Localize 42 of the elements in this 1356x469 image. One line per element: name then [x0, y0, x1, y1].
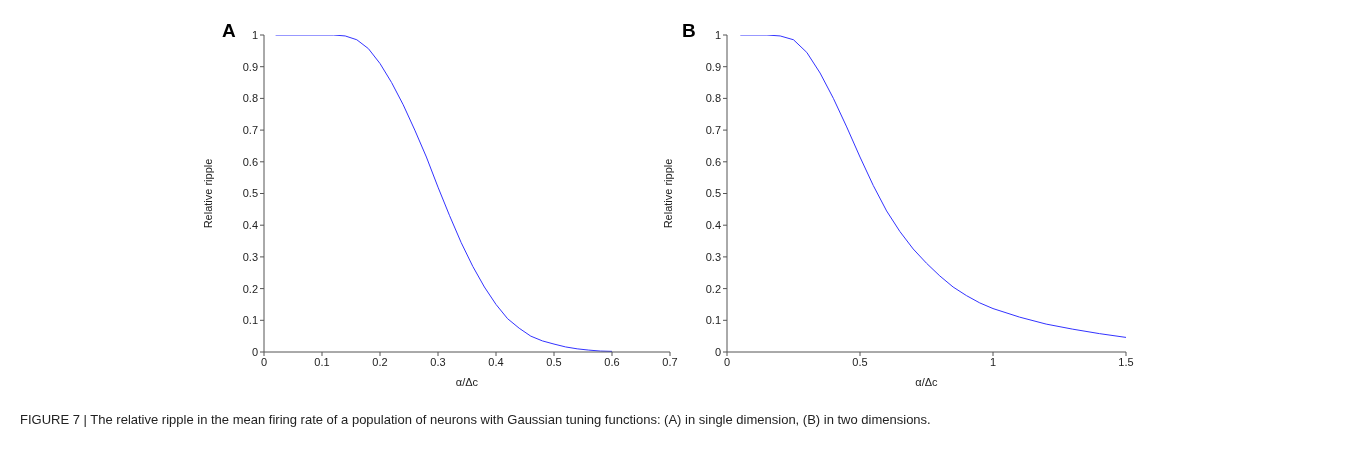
y-axis-title: Relative ripple	[201, 158, 214, 229]
line-series	[739, 35, 1126, 338]
x-tick-label: 0.2	[372, 355, 388, 368]
y-tick-label: 0.8	[242, 92, 258, 105]
y-tick-label: 0.7	[705, 124, 721, 137]
x-tick-label: 0	[723, 355, 731, 368]
chart-title: A	[222, 20, 236, 42]
x-tick-label: 0.1	[314, 355, 330, 368]
y-tick-label: 0.6	[242, 155, 258, 168]
y-tick-label: 0.5	[705, 187, 721, 200]
y-tick-label: 0.7	[242, 124, 258, 137]
y-tick-label: 0.5	[242, 187, 258, 200]
y-tick-label: 0.4	[242, 219, 258, 232]
y-axis-title: Relative ripple	[661, 158, 674, 229]
y-tick-label: 0.2	[242, 282, 258, 295]
y-tick-label: 0.1	[705, 314, 721, 327]
x-tick-label: 0.6	[604, 355, 620, 368]
caption: FIGURE 7 | The relative ripple in the mean firing rate of a population of neurons with Gaussian tuning functions: (A) in single dimension, (B) in two dimensions.	[20, 411, 932, 429]
y-tick-label: 0.9	[242, 60, 258, 73]
y-tick-label: 0.2	[705, 282, 721, 295]
x-tick-label: 0.5	[546, 355, 562, 368]
x-tick-label: 0.4	[488, 355, 504, 368]
x-tick-label: 1	[989, 355, 997, 368]
y-tick-label: 0.3	[242, 250, 258, 263]
y-tick-label: 0.4	[705, 219, 721, 232]
chart-title: B	[682, 20, 696, 42]
y-tick-label: 0.6	[705, 155, 721, 168]
y-tick-label: 1	[714, 28, 721, 41]
y-tick-label: 0	[714, 345, 721, 358]
y-tick-label: 0.1	[242, 314, 258, 327]
y-tick-label: 0.9	[705, 60, 721, 73]
x-axis-title: α/Δc	[915, 376, 939, 388]
x-tick-label: 0	[260, 355, 268, 368]
y-tick-label: 0.3	[705, 250, 721, 263]
y-tick-label: 0.8	[705, 92, 721, 105]
y-tick-label: 0	[251, 345, 258, 358]
y-tick-label: 1	[251, 28, 258, 41]
x-tick-label: 1.5	[1118, 355, 1134, 368]
x-tick-label: 0.3	[430, 355, 446, 368]
x-axis-title: α/Δc	[455, 376, 479, 388]
x-tick-label: 0.5	[852, 355, 868, 368]
x-tick-label: 0.7	[662, 355, 678, 368]
